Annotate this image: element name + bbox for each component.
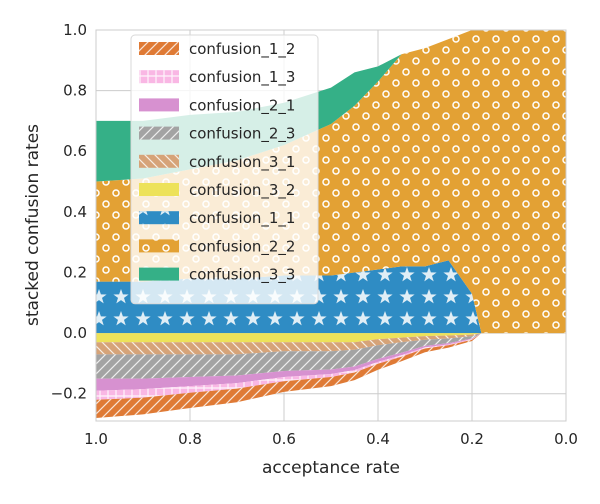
legend-swatch-hatch (139, 239, 179, 253)
area-hatch-confusion-1-3 (96, 333, 566, 400)
y-tick-label: 0.6 (63, 142, 87, 160)
x-tick-label: 0.4 (366, 430, 390, 448)
legend-swatch-hatch (139, 211, 179, 225)
y-tick-label: 1.0 (63, 21, 87, 39)
x-tick-labels: 1.0 0.8 0.6 0.4 0.2 0.0 (84, 430, 578, 448)
y-tick-label: 0.2 (63, 263, 87, 281)
legend-swatch (139, 267, 179, 281)
legend-item-confusion-3-1: confusion_3_1 (139, 153, 295, 172)
x-tick-label: 1.0 (84, 430, 108, 448)
x-tick-label: 0.2 (460, 430, 484, 448)
legend-swatch-hatch (139, 126, 179, 140)
legend: confusion_1_2 confusion_1_3 confusion_2_1c… (130, 34, 319, 305)
legend-item-confusion-1-2: confusion_1_2 (139, 40, 295, 59)
y-tick-label: −0.2 (51, 385, 87, 403)
legend-label: confusion_1_2 (189, 40, 295, 59)
legend-label: confusion_3_3 (189, 266, 295, 285)
legend-item-confusion-2-1: confusion_2_1 (139, 96, 295, 115)
area-confusion-1-3 (96, 333, 566, 400)
legend-label: confusion_3_2 (189, 181, 295, 200)
y-tick-label: 0.4 (63, 203, 87, 221)
legend-item-confusion-3-2: confusion_3_2 (139, 181, 295, 200)
legend-swatch (139, 183, 179, 196)
legend-label: confusion_1_3 (189, 68, 295, 87)
legend-swatch-hatch (139, 154, 179, 168)
x-tick-label: 0.0 (554, 430, 578, 448)
area-confusion-2-1 (96, 333, 566, 391)
y-tick-label: 0.0 (63, 324, 87, 342)
legend-item-confusion-3-3: confusion_3_3 (139, 266, 295, 285)
area-fill-confusion-3-2 (96, 333, 566, 343)
area-confusion-2-3 (96, 333, 566, 379)
legend-swatch-hatch (139, 70, 179, 84)
x-tick-label: 0.8 (178, 430, 202, 448)
legend-swatch (139, 98, 179, 112)
legend-swatch-hatch (139, 42, 179, 55)
area-confusion-3-1 (96, 333, 566, 355)
y-axis-label: stacked confusion rates (23, 124, 43, 326)
y-tick-labels: −0.2 0.0 0.2 0.4 0.6 0.8 1.0 (51, 21, 87, 403)
y-tick-label: 0.8 (63, 82, 87, 100)
legend-item-confusion-1-1: confusion_1_1 (139, 209, 295, 228)
area-confusion-1-2 (96, 333, 566, 418)
legend-item-confusion-2-2: confusion_2_2 (139, 237, 295, 256)
area-confusion-3-2 (96, 333, 566, 343)
legend-label: confusion_1_1 (189, 209, 295, 228)
area-hatch-confusion-3-1 (96, 333, 566, 355)
legend-label: confusion_2_2 (189, 237, 295, 256)
legend-item-confusion-2-3: confusion_2_3 (139, 125, 295, 144)
area-hatch-confusion-2-3 (96, 333, 566, 379)
x-axis-label: acceptance rate (262, 458, 400, 478)
area-fill-confusion-2-1 (96, 333, 566, 391)
plot-frame (95, 29, 567, 422)
legend-label: confusion_2_3 (189, 125, 295, 144)
legend-label: confusion_2_1 (189, 96, 295, 115)
legend-label: confusion_3_1 (189, 153, 295, 172)
legend-item-confusion-1-3: confusion_1_3 (139, 68, 295, 87)
area-hatch-confusion-1-2 (96, 333, 566, 418)
x-tick-label: 0.6 (272, 430, 296, 448)
